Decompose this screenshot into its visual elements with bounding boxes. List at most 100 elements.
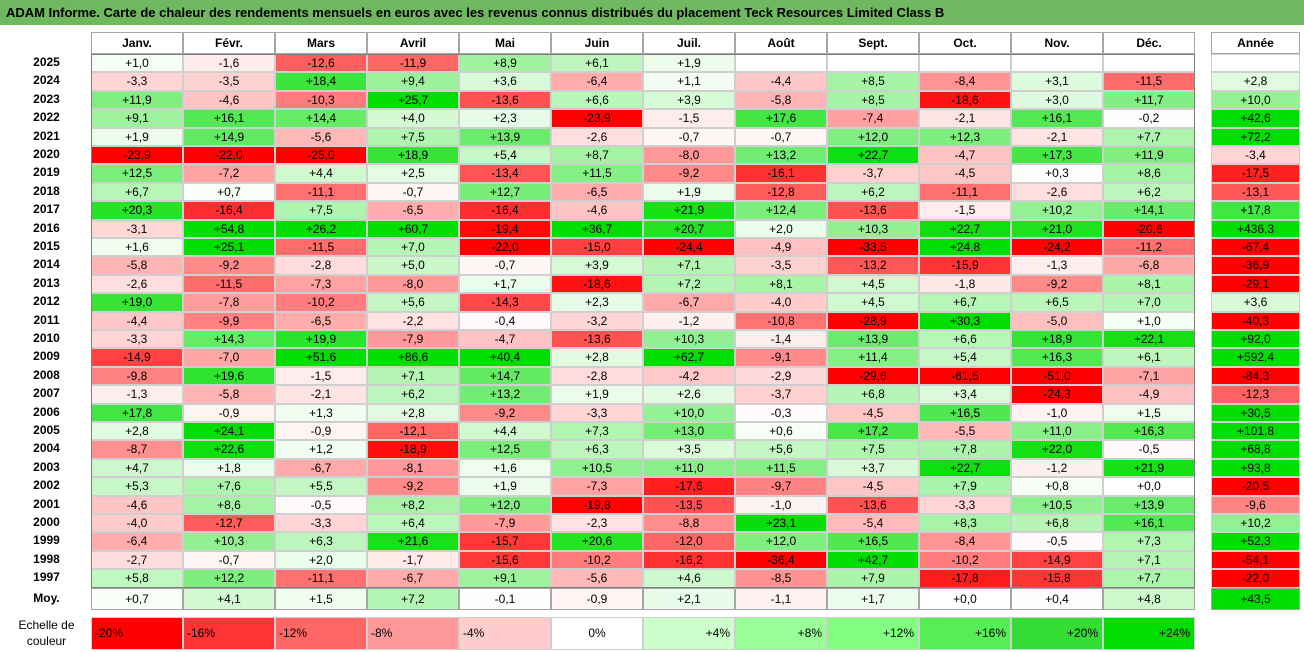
heatmap-cell: -4,4	[91, 311, 183, 330]
annual-cell: +10,0	[1211, 90, 1300, 110]
heatmap-cell: +7,3	[1103, 532, 1195, 551]
heatmap-cell: -0,7	[367, 182, 459, 202]
heatmap-cell: -16,4	[183, 201, 275, 220]
average-cell: +4,1	[183, 588, 275, 610]
heatmap-cell: -15,7	[459, 532, 551, 551]
average-cell: -0,9	[551, 588, 643, 610]
heatmap-cell: -0,5	[275, 495, 367, 514]
heatmap-cell: +11,7	[1103, 90, 1195, 110]
heatmap-cell: +22,7	[919, 458, 1011, 478]
color-scale-swatch: -4%	[459, 617, 551, 650]
heatmap-cell: +6,4	[367, 514, 459, 533]
heatmap-cell: +6,5	[1011, 293, 1103, 312]
annual-cell: +30,5	[1211, 403, 1300, 422]
heatmap-cell: -13,6	[827, 201, 919, 220]
average-cell: +0,7	[91, 588, 183, 610]
heatmap-cell: +8,6	[183, 495, 275, 514]
heatmap-cell: -1,3	[91, 385, 183, 404]
heatmap-cell: +7,5	[827, 440, 919, 459]
heatmap-cell: +7,5	[367, 127, 459, 146]
annual-cell: -29,1	[1211, 274, 1300, 294]
heatmap-cell: +19,6	[183, 366, 275, 386]
heatmap-cell: +16,3	[1103, 422, 1195, 441]
month-header: Avril	[367, 32, 459, 54]
heatmap-cell: -8,4	[919, 532, 1011, 551]
heatmap-cell: -13,6	[827, 495, 919, 514]
year-label: 1997	[33, 570, 60, 585]
heatmap-cell: +7,8	[919, 440, 1011, 459]
year-label: 2013	[33, 275, 60, 290]
heatmap-cell: +20,3	[91, 201, 183, 220]
heatmap-cell: +7,6	[183, 477, 275, 496]
heatmap-cell: +12,0	[735, 532, 827, 551]
heatmap-cell: -9,2	[1011, 274, 1103, 294]
heatmap-cell: +2,8	[367, 403, 459, 422]
heatmap-cell: -61,5	[919, 366, 1011, 386]
month-header: Juil.	[643, 32, 735, 54]
heatmap-cell: -2,8	[275, 256, 367, 275]
heatmap-cell: -1,2	[643, 311, 735, 330]
year-label: 2000	[33, 515, 60, 529]
heatmap-cell: -0,2	[1103, 109, 1195, 128]
heatmap-cell: -1,5	[919, 201, 1011, 220]
heatmap-cell: +1,9	[459, 477, 551, 496]
heatmap-cell: -1,4	[735, 330, 827, 349]
heatmap-cell: -2,1	[919, 109, 1011, 128]
heatmap-cell: +6,3	[551, 440, 643, 459]
heatmap-cell: -22,0	[459, 238, 551, 257]
heatmap-cell: +7,3	[551, 422, 643, 441]
heatmap-cell: +54,8	[183, 219, 275, 238]
heatmap-cell: -2,9	[735, 366, 827, 386]
month-header: Juin	[551, 32, 643, 54]
heatmap-cell: -20,6	[1103, 219, 1195, 238]
heatmap-cell: -33,5	[827, 238, 919, 257]
heatmap-cell: +9,1	[91, 109, 183, 128]
heatmap-cell: +22,1	[1103, 330, 1195, 349]
heatmap-cell: +5,3	[91, 477, 183, 496]
heatmap-cell: -4,7	[919, 146, 1011, 165]
heatmap-cell: +18,4	[275, 72, 367, 91]
heatmap-cell: +16,5	[919, 403, 1011, 422]
heatmap-cell: -6,7	[275, 458, 367, 478]
heatmap-cell: +14,7	[459, 366, 551, 386]
heatmap-cell: -3,3	[91, 330, 183, 349]
annual-cell: -54,1	[1211, 550, 1300, 570]
heatmap-cell: -3,7	[827, 164, 919, 183]
heatmap-cell: -36,4	[735, 550, 827, 570]
average-annual-cell: +43,5	[1211, 588, 1300, 610]
heatmap-cell: -3,5	[735, 256, 827, 275]
heatmap-cell: -2,7	[91, 550, 183, 570]
color-scale-swatch: 0%	[551, 617, 643, 650]
heatmap-cell: -12,8	[735, 182, 827, 202]
heatmap-cell: +16,3	[1011, 348, 1103, 367]
heatmap-cell: -7,8	[183, 293, 275, 312]
heatmap-cell: +22,6	[183, 440, 275, 459]
year-label: 2021	[33, 128, 60, 143]
heatmap-cell: +86,6	[367, 348, 459, 367]
heatmap-cell: -4,5	[827, 477, 919, 496]
heatmap-cell: -0,5	[1011, 532, 1103, 551]
heatmap-cell: -14,9	[1011, 550, 1103, 570]
heatmap-cell: -16,1	[735, 164, 827, 183]
year-label: 2002	[33, 478, 60, 493]
annual-cell: +72,2	[1211, 127, 1300, 146]
heatmap-cell: -4,5	[827, 403, 919, 422]
heatmap-cell: -4,7	[459, 330, 551, 349]
heatmap-cell: +6,8	[827, 385, 919, 404]
heatmap-cell: -12,7	[183, 514, 275, 533]
color-scale-label: Echelle de couleur	[18, 618, 75, 648]
heatmap-cell: +1,6	[459, 458, 551, 478]
heatmap-cell: -1,8	[919, 274, 1011, 294]
annual-cell: +10,2	[1211, 514, 1300, 533]
year-label: 2022	[33, 110, 60, 125]
heatmap-cell: -6,4	[551, 72, 643, 91]
heatmap-cell: -7,0	[183, 348, 275, 367]
heatmap-cell: +8,5	[827, 90, 919, 110]
heatmap-cell: +0,7	[183, 182, 275, 202]
heatmap-cell: -7,9	[367, 330, 459, 349]
heatmap-cell: -8,0	[643, 146, 735, 165]
heatmap-cell: +6,7	[919, 293, 1011, 312]
color-scale-swatch: +4%	[643, 617, 735, 650]
heatmap-cell: -9,1	[735, 348, 827, 367]
heatmap-cell: +1,9	[643, 54, 735, 73]
